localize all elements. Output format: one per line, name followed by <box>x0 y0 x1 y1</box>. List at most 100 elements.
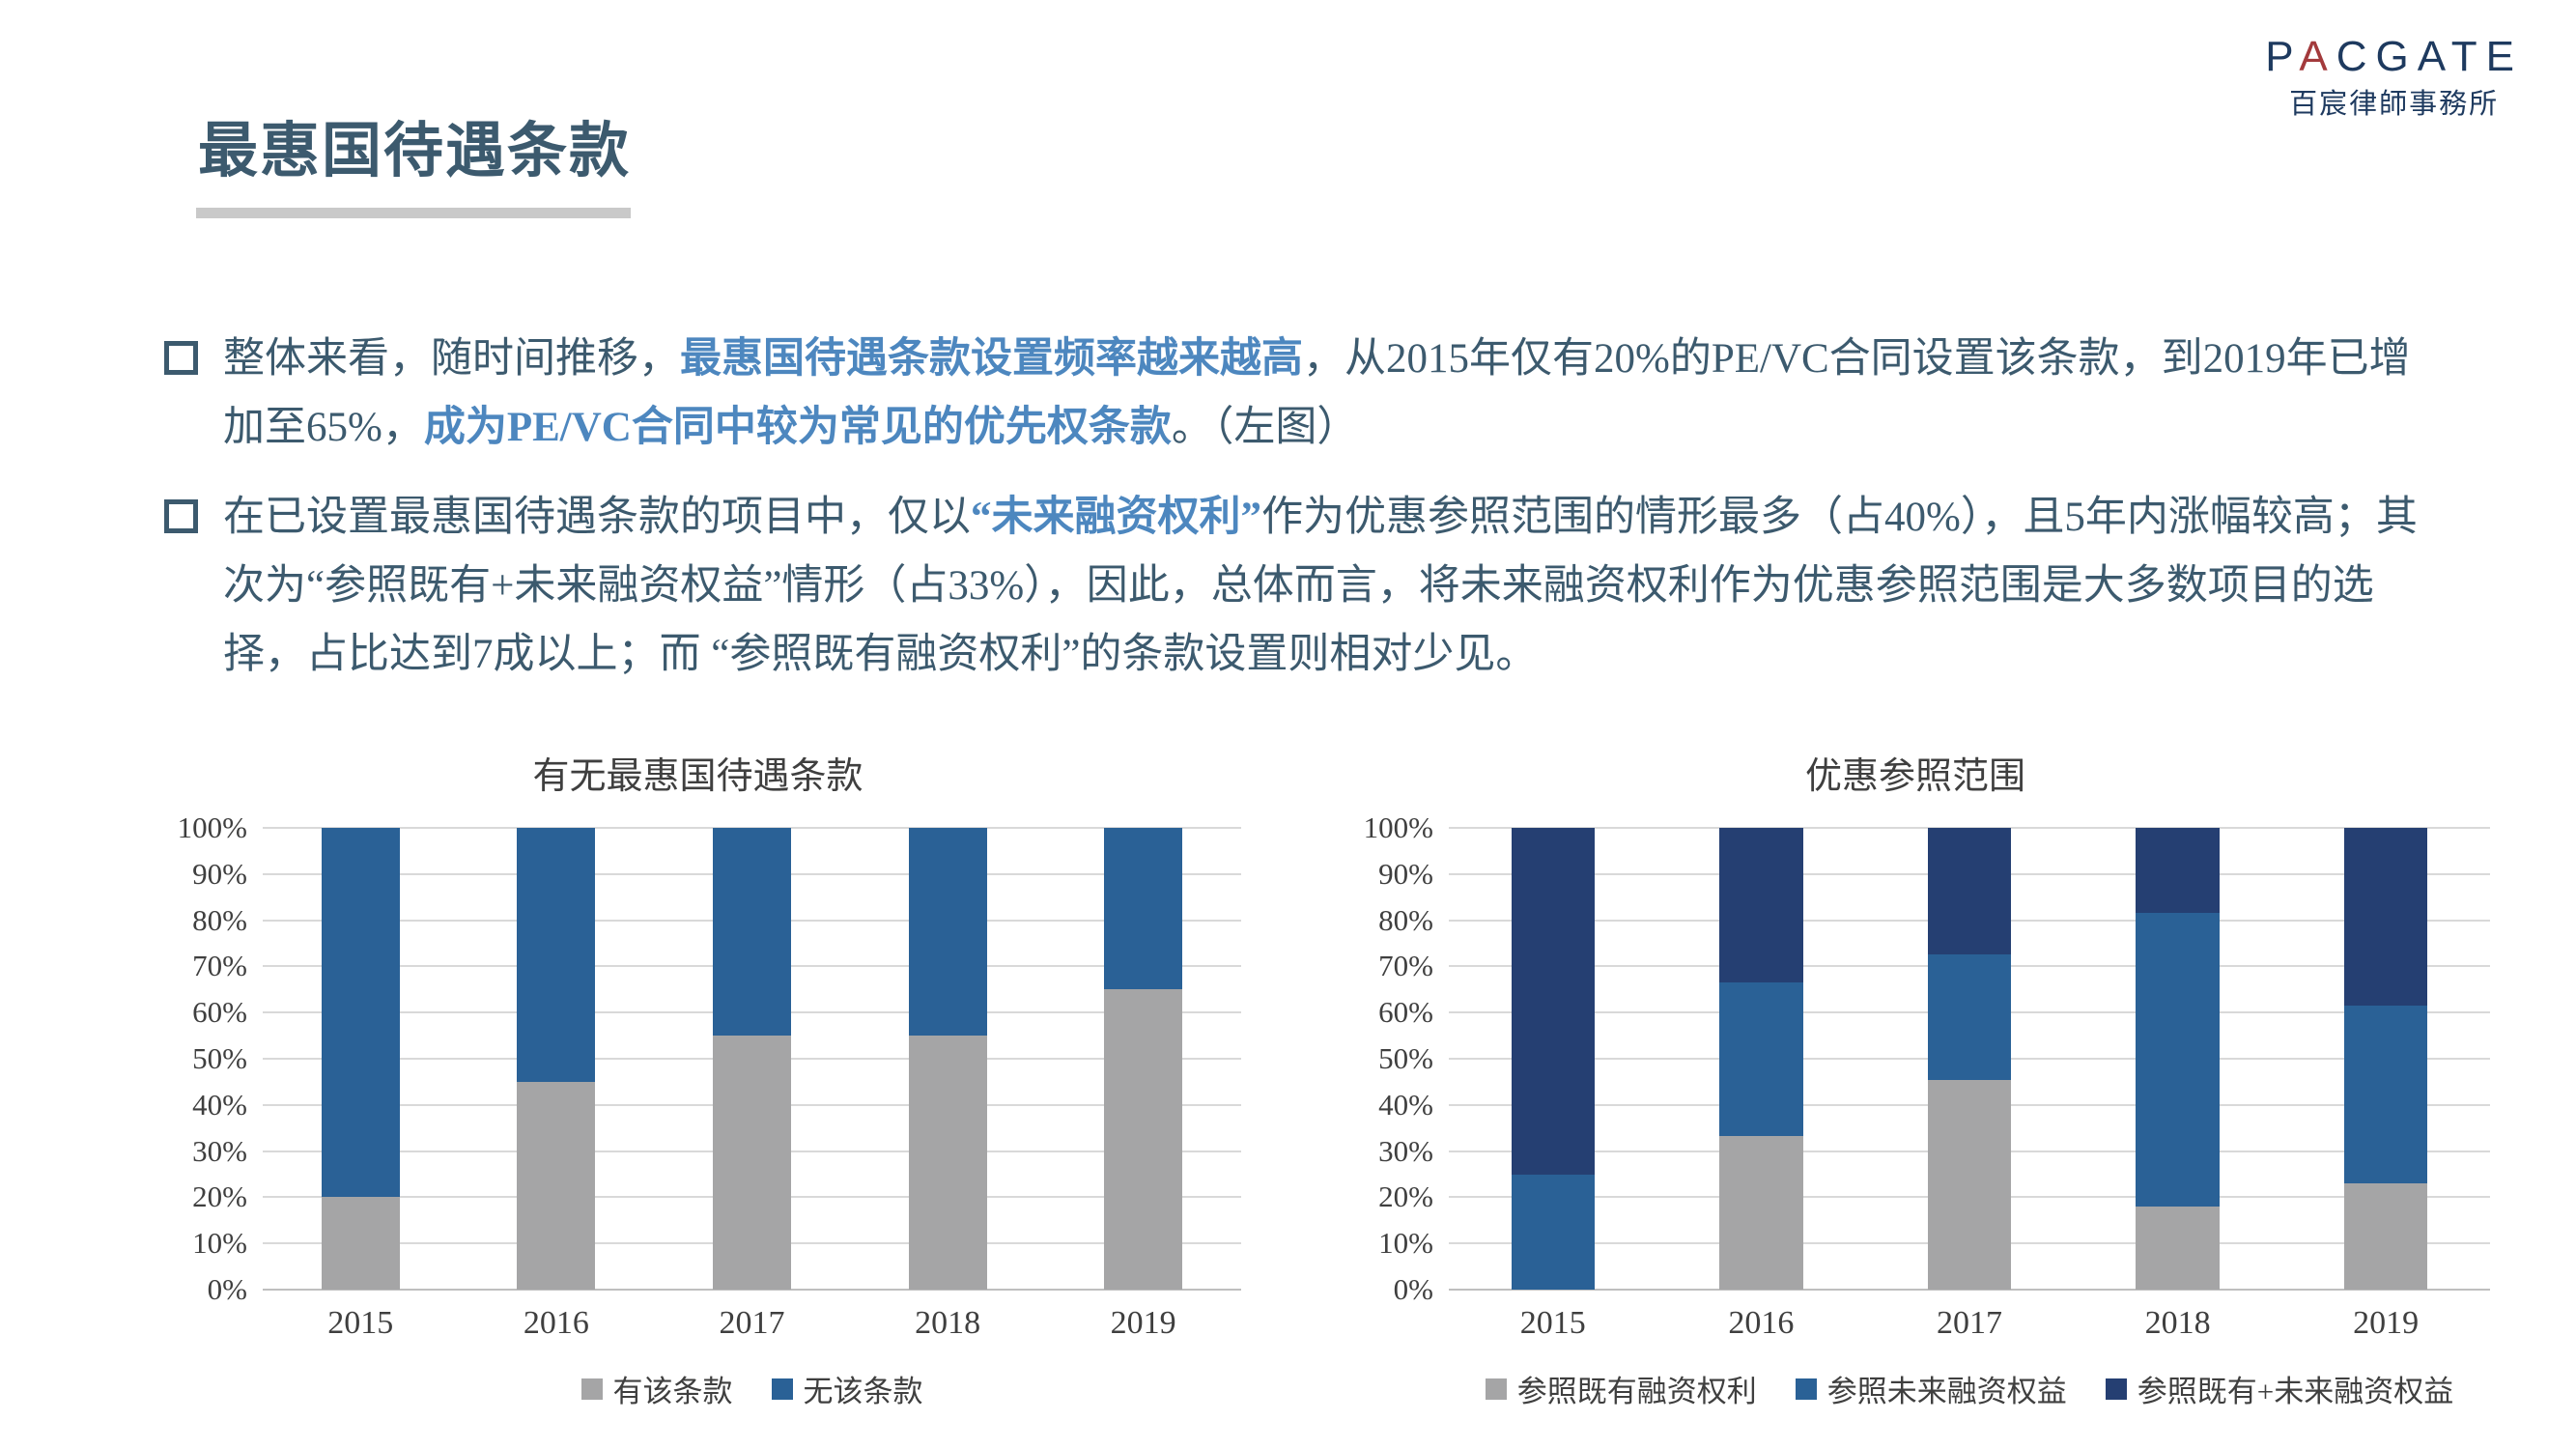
legend-item: 参照既有融资权利 <box>1485 1367 1757 1410</box>
bullet-list: 整体来看，随时间推移，最惠国待遇条款设置频率越来越高，从2015年仅有20%的P… <box>164 325 2420 710</box>
bar-2017 <box>1927 828 2012 1290</box>
bullet-text-segment: ，从2015年仅有20%的PE/VC合同设置该条款，到2019年已增加至65%， <box>223 336 2411 450</box>
bullet-text-segment: 成为PE/VC合同中较为常见的优先权条款 <box>423 405 1172 450</box>
y-tick-label: 80% <box>192 902 247 937</box>
y-tick-label: 30% <box>1378 1133 1433 1168</box>
bar-slot-2015 <box>263 828 459 1290</box>
y-tick-label: 60% <box>1378 995 1433 1030</box>
y-tick-label: 30% <box>192 1133 247 1168</box>
y-tick-label: 0% <box>1393 1272 1433 1306</box>
y-tick-label: 10% <box>192 1226 247 1261</box>
bar-segment <box>1511 828 1595 1175</box>
chart-title: 有无最惠国待遇条款 <box>532 756 863 797</box>
bar-slot-2015 <box>1449 828 1657 1290</box>
bullet-text: 整体来看，随时间推移，最惠国待遇条款设置频率越来越高，从2015年仅有20%的P… <box>223 325 2420 462</box>
chart-plot-area: 0% 10% 20% 30% 40% 50% 60% 70% 80% 90% 100% <box>155 810 1241 1306</box>
mfn-presence-chart: 有无最惠国待遇条款 0% 10% 20% 30% 40% 50% 60% 70% 80% 90% 1… <box>155 746 1241 1410</box>
bar-slot-2016 <box>1657 828 1866 1290</box>
legend-label: 参照既有+未来融资权益 <box>2137 1375 2454 1408</box>
y-tick-label: 80% <box>1378 902 1433 937</box>
x-tick-label: 2015 <box>1519 1305 1586 1341</box>
title-underline <box>196 208 631 218</box>
y-tick-label: 100% <box>1363 810 1433 844</box>
bar-segment <box>2344 828 2428 1007</box>
gridline <box>263 1289 1241 1291</box>
legend-label: 无该条款 <box>803 1375 923 1408</box>
bar-slot-2019 <box>1045 828 1241 1290</box>
bar-2019 <box>2344 828 2428 1290</box>
bar-2017 <box>712 828 791 1290</box>
x-tick-label: 2016 <box>523 1305 589 1341</box>
y-tick-label: 90% <box>1378 856 1433 891</box>
logo-letter-a-accent: A <box>2299 33 2336 80</box>
y-axis-labels: 0% 10% 20% 30% 40% 50% 60% 70% 80% 90% 100% <box>1341 810 1433 1306</box>
gridline <box>263 827 1241 829</box>
x-tick-label: 2016 <box>1728 1305 1795 1341</box>
bullet-text-segment: 整体来看，随时间推移， <box>223 336 680 382</box>
legend-swatch-icon <box>1795 1378 1817 1400</box>
bar-2019 <box>1104 828 1183 1290</box>
bar-segment <box>1104 828 1183 990</box>
chart-plot-area: 0% 10% 20% 30% 40% 50% 60% 70% 80% 90% 100% <box>1341 810 2490 1306</box>
bar-segment <box>517 1081 596 1290</box>
x-tick-label: 2017 <box>719 1305 785 1341</box>
bullet-text-segment: 作为优惠参照范围的情形最多（占40%），且5年内涨幅较高；其次为“参照既有+未来… <box>223 495 2418 677</box>
y-tick-label: 0% <box>207 1272 247 1306</box>
bullet-text-segment: “未来融资权利” <box>971 495 1261 540</box>
bar-slot-2017 <box>654 828 850 1290</box>
bar-2016 <box>1719 828 1803 1290</box>
legend-label: 有该条款 <box>612 1375 733 1408</box>
bar-segment <box>712 1036 791 1290</box>
bullet-square-icon <box>164 341 198 375</box>
y-tick-label: 100% <box>177 810 247 844</box>
logo-firm-name: 百宸律師事務所 <box>2289 89 2500 120</box>
bar-segment <box>2136 913 2220 1207</box>
bars <box>1449 828 2490 1290</box>
chart-legend: 有该条款 无该条款 <box>263 1367 1241 1410</box>
x-tick-label: 2019 <box>2353 1305 2420 1341</box>
bar-segment <box>712 828 791 1037</box>
bar-segment <box>1927 828 2012 955</box>
x-tick-label: 2018 <box>915 1305 981 1341</box>
y-tick-label: 60% <box>192 995 247 1030</box>
y-tick-label: 40% <box>1378 1087 1433 1122</box>
bullet-text-segment: 在已设置最惠国待遇条款的项目中，仅以 <box>223 495 971 540</box>
bar-segment <box>1927 954 2012 1080</box>
legend-swatch-icon <box>1485 1378 1507 1400</box>
bar-segment <box>2136 828 2220 914</box>
legend-item: 参照既有+未来融资权益 <box>2105 1367 2454 1410</box>
legend-label: 参照既有融资权利 <box>1516 1375 1757 1408</box>
bar-segment <box>2344 1006 2428 1184</box>
bar-segment <box>1511 1174 1595 1290</box>
legend-item: 有该条款 <box>580 1367 733 1410</box>
reference-scope-chart: 优惠参照范围 0% 10% 20% 30% 40% 50% 60% 70% 80% 90% 100%… <box>1341 746 2490 1410</box>
legend-swatch-icon <box>771 1378 793 1400</box>
bullet-text-segment: 。（左图） <box>1171 405 1359 450</box>
y-tick-label: 50% <box>1378 1041 1433 1075</box>
bar-slot-2016 <box>459 828 655 1290</box>
plot <box>263 827 1241 1291</box>
logo-letters-rest: CGATE <box>2335 33 2523 80</box>
bar-2016 <box>517 828 596 1290</box>
legend-item: 参照未来融资权益 <box>1795 1367 2067 1410</box>
bar-2015 <box>321 828 400 1290</box>
y-tick-label: 90% <box>192 856 247 891</box>
y-axis-labels: 0% 10% 20% 30% 40% 50% 60% 70% 80% 90% 100% <box>155 810 247 1306</box>
bars <box>263 828 1241 1290</box>
gridline <box>1449 827 2490 829</box>
bar-segment <box>1719 1135 1803 1290</box>
y-tick-label: 20% <box>1378 1179 1433 1214</box>
bar-2015 <box>1511 828 1595 1290</box>
plot <box>1449 827 2490 1291</box>
y-tick-label: 70% <box>192 949 247 983</box>
x-tick-label: 2017 <box>1936 1305 2002 1341</box>
bar-segment <box>2344 1183 2428 1290</box>
x-axis-labels: 2015 2016 2017 2018 2019 <box>1449 1305 2490 1342</box>
logo-wordmark: PACGATE <box>2265 35 2523 79</box>
y-tick-label: 50% <box>192 1041 247 1075</box>
bar-slot-2019 <box>2281 828 2490 1290</box>
bar-segment <box>321 1197 400 1290</box>
x-tick-label: 2018 <box>2144 1305 2211 1341</box>
chart-title: 优惠参照范围 <box>1804 756 2025 797</box>
gridline <box>1449 1289 2490 1291</box>
